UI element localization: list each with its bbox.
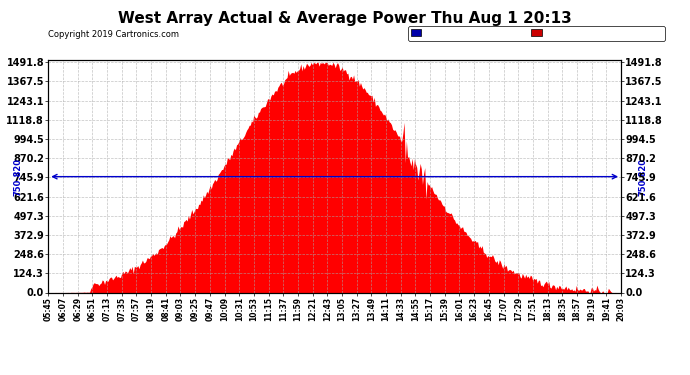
Text: West Array Actual & Average Power Thu Aug 1 20:13: West Array Actual & Average Power Thu Au… [118, 11, 572, 26]
Text: Copyright 2019 Cartronics.com: Copyright 2019 Cartronics.com [48, 30, 179, 39]
Text: 750.820: 750.820 [14, 158, 23, 196]
Text: 750.820: 750.820 [638, 158, 647, 196]
Legend: Average  (DC Watts), West Array  (DC Watts): Average (DC Watts), West Array (DC Watts… [408, 26, 665, 40]
